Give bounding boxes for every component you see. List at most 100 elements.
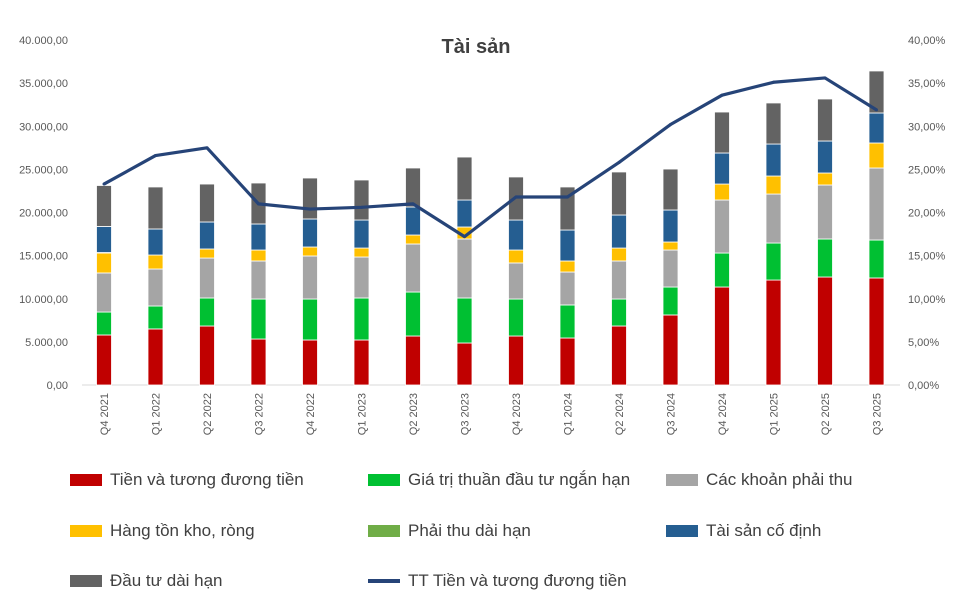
bar-segment-2 [817, 184, 833, 240]
bar-segment-2 [714, 199, 730, 254]
bar-segment-0 [714, 286, 730, 386]
bar-segment-3 [817, 172, 833, 186]
y-tick-label: 0,00 [47, 380, 68, 392]
bar-segment-6 [765, 102, 782, 145]
x-tick-label: Q1 2025 [769, 393, 781, 435]
x-tick-label: Q4 2024 [717, 393, 729, 435]
chart: Tài sản 0,00 5.000,00 10.000,00 15.000,00 20… [19, 35, 946, 435]
line-point [617, 160, 621, 164]
y2-tick-label: 10,00% [908, 294, 946, 306]
legend-item-tien: Tiền và tương đương tiền [70, 470, 304, 490]
bar-segment-3 [302, 246, 318, 257]
bar-segment-1 [96, 311, 112, 336]
bar-segment-5 [817, 140, 833, 174]
legend-item-hang-ton-kho: Hàng tồn kho, ròng [70, 521, 255, 541]
bar-segment-2 [611, 260, 627, 300]
line-point [154, 154, 157, 158]
bar-segment-1 [147, 305, 164, 330]
y-tick-label: 30.000,00 [19, 121, 68, 133]
line-point [720, 93, 724, 97]
bar-segment-1 [405, 291, 421, 337]
bar-segment-5 [868, 112, 885, 144]
bar-segment-0 [611, 325, 627, 386]
x-tick-label: Q2 2023 [408, 393, 420, 435]
bar-segment-5 [559, 229, 576, 262]
bar-segment-1 [765, 242, 782, 281]
legend-label: Tiền và tương đương tiền [110, 470, 304, 489]
bar-segment-2 [868, 167, 885, 241]
bar-segment-2 [559, 271, 576, 306]
line-path [103, 76, 878, 239]
line-point [514, 195, 518, 199]
bar-segment-6 [456, 156, 473, 201]
legend-item-dau-tu-dai-han: Đầu tư dài hạn [70, 571, 223, 591]
bar-segment-3 [147, 254, 164, 270]
line-series [102, 76, 878, 239]
bar-segment-3 [353, 247, 370, 258]
bar-segment-0 [456, 342, 473, 386]
y-tick-label: 5.000,00 [25, 337, 68, 349]
bar-segment-5 [456, 199, 473, 228]
legend-label: Tài sản cố định [706, 521, 822, 540]
bar-segment-6 [817, 98, 833, 142]
bar-segment-0 [662, 314, 679, 386]
legend-label: Phải thu dài hạn [408, 521, 531, 540]
y-tick-label: 40.000,00 [19, 35, 68, 47]
bar-segment-1 [559, 304, 576, 339]
bar-segment-0 [765, 279, 782, 386]
bar-segment-2 [96, 272, 112, 313]
bar-segment-6 [405, 167, 421, 208]
legend-item-tai-san-co-dinh: Tài sản cố định [666, 521, 821, 541]
bar-segment-1 [868, 239, 885, 279]
legend-swatch [368, 474, 400, 486]
legend-label: Hàng tồn kho, ròng [110, 521, 255, 540]
bar-segment-5 [199, 221, 215, 250]
bar-segment-1 [199, 297, 215, 327]
bar-segment-0 [147, 328, 164, 386]
bar-segment-6 [199, 183, 215, 223]
bar-segment-5 [302, 218, 318, 248]
bar-segment-3 [662, 241, 679, 251]
y2-tick-label: 35,00% [908, 78, 946, 90]
y-axis-right: 0,00% 5,00% 10,00% 15,00% 20,00% 25,00% 30,00%… [908, 35, 946, 392]
bar-segment-6 [147, 186, 164, 230]
bar-segment-5 [508, 219, 524, 251]
line-point [875, 108, 878, 112]
bars [96, 70, 885, 386]
legend-label: TT Tiền và tương đương tiền [408, 571, 627, 590]
bar-segment-2 [250, 260, 267, 300]
bar-segment-1 [662, 286, 679, 316]
line-point [205, 146, 209, 150]
bar-segment-3 [508, 249, 524, 264]
legend-label: Các khoản phải thu [706, 470, 853, 489]
bar-segment-3 [405, 234, 421, 245]
line-point [308, 207, 312, 211]
bar-segment-5 [353, 219, 370, 249]
bar-segment-2 [405, 243, 421, 293]
x-tick-label: Q4 2023 [511, 393, 523, 435]
line-point [772, 80, 775, 84]
line-point [257, 202, 260, 206]
bar-segment-3 [96, 252, 112, 274]
bar-segment-6 [353, 179, 370, 221]
bar-segment-3 [765, 175, 782, 195]
bar-segment-1 [611, 298, 627, 327]
x-tick-label: Q1 2022 [151, 393, 163, 435]
x-tick-label: Q2 2025 [820, 393, 832, 435]
y-tick-label: 10.000,00 [19, 294, 68, 306]
y2-tick-label: 15,00% [908, 251, 946, 263]
line-point [411, 202, 415, 206]
bar-segment-2 [765, 193, 782, 244]
x-tick-label: Q3 2024 [666, 393, 678, 435]
y-tick-label: 15.000,00 [19, 251, 68, 263]
y-tick-label: 20.000,00 [19, 208, 68, 220]
bar-segment-2 [508, 262, 524, 300]
bar-segment-0 [96, 334, 112, 386]
bar-segment-2 [456, 238, 473, 299]
bar-segment-6 [302, 177, 318, 220]
bar-segment-2 [353, 256, 370, 299]
x-tick-label: Q1 2023 [357, 393, 369, 435]
line-point [102, 182, 106, 186]
bar-segment-3 [250, 249, 267, 262]
bar-segment-3 [559, 260, 576, 273]
